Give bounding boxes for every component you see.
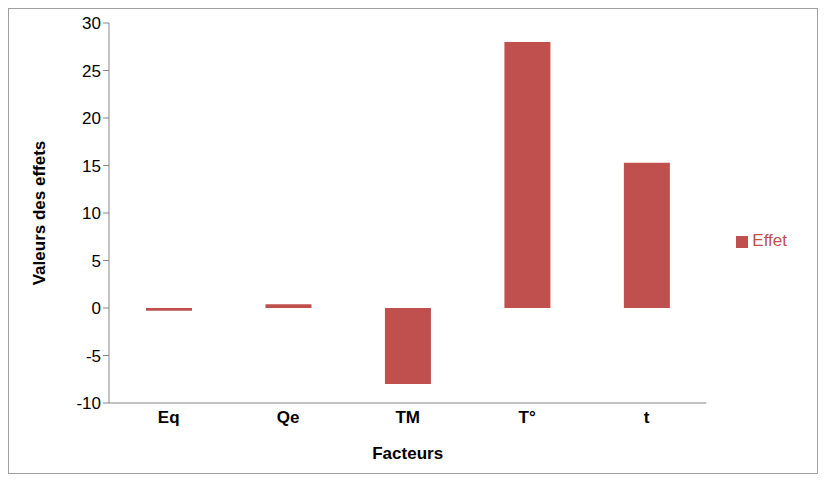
svg-text:-5: -5 (86, 347, 101, 366)
svg-text:TM: TM (395, 408, 420, 427)
svg-text:T°: T° (519, 408, 536, 427)
svg-text:10: 10 (82, 204, 101, 223)
svg-text:5: 5 (92, 252, 101, 271)
svg-text:0: 0 (92, 299, 101, 318)
svg-text:Qe: Qe (277, 408, 300, 427)
svg-text:25: 25 (82, 62, 101, 81)
svg-text:15: 15 (82, 157, 101, 176)
html-text:Effet: Effet (752, 231, 787, 250)
svg-text:Valeurs des effets: Valeurs des effets (30, 141, 49, 286)
svg-text:t: t (644, 408, 650, 427)
svg-text:30: 30 (82, 14, 101, 33)
svg-text:Facteurs: Facteurs (372, 444, 443, 463)
svg-text:-10: -10 (76, 394, 101, 413)
svg-text:20: 20 (82, 109, 101, 128)
svg-text:Eq: Eq (158, 408, 180, 427)
